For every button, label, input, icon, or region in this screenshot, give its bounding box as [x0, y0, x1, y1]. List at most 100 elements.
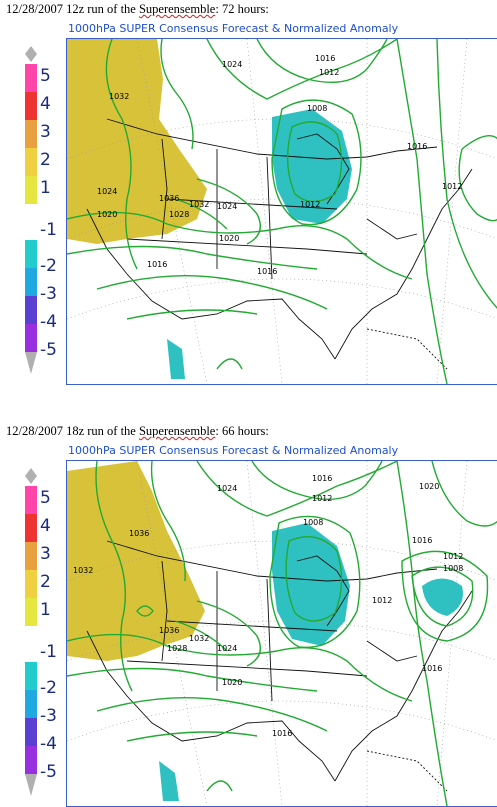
isobar-label: 1016: [147, 260, 167, 269]
panel1-caption-word: Superensemble: [138, 2, 216, 16]
panel1-caption-suffix: : 72 hours:: [215, 2, 269, 16]
isobar-label: 1024: [217, 202, 237, 211]
colorbar-label-5: 5: [40, 488, 51, 508]
panel1-map: 1032 1024 1016 1012 1008 1016 1012 1024 …: [66, 38, 497, 385]
isobar-label: 1016: [422, 664, 442, 673]
colorbar-label-m2: -2: [40, 678, 57, 698]
colorbar-label-m5: -5: [40, 340, 57, 360]
colorbar-label-m1: -1: [40, 642, 57, 662]
panel1-colorbar: 5 4 3 2 1 -1 -2 -3 -4 -5: [22, 40, 62, 380]
isobar-label: 1016: [407, 142, 427, 151]
colorbar-band-2: [25, 570, 37, 598]
isobar-label: 1016: [412, 536, 432, 545]
isobar-label: 1024: [222, 60, 242, 69]
colorbar-label-m4: -4: [40, 734, 57, 754]
isobar-label: 1032: [189, 200, 209, 209]
colorbar-label-m4: -4: [40, 312, 57, 332]
isobar-label: 1008: [307, 104, 327, 113]
colorbar-label-m1: -1: [40, 220, 57, 240]
colorbar-label-5: 5: [40, 66, 51, 86]
isobar-label: 1024: [217, 484, 237, 493]
colorbar-label-m5: -5: [40, 762, 57, 782]
isobar-label: 1036: [129, 529, 149, 538]
isobar-label: 1032: [189, 634, 209, 643]
negative-anomaly-atlantic: [422, 578, 463, 616]
negative-anomaly-baja: [167, 339, 185, 379]
panel2-map-graphic: 1036 1032 1024 1016 1012 1008 1020 1016 …: [67, 461, 497, 806]
isobar-label: 1028: [169, 210, 189, 219]
positive-anomaly-region: [67, 39, 207, 244]
colorbar-band-5: [25, 486, 37, 514]
colorbar-label-4: 4: [40, 516, 51, 536]
colorbar-band-4: [25, 514, 37, 542]
colorbar-label-1: 1: [40, 178, 51, 198]
panel2-caption-word: Superensemble: [138, 424, 216, 438]
isobar-label: 1016: [312, 474, 332, 483]
isobar-label: 1024: [97, 187, 117, 196]
isobar-label: 1008: [303, 518, 323, 527]
panel2-map-title: 1000hPa SUPER Consensus Forecast & Norma…: [68, 444, 399, 457]
panel1-map-title: 1000hPa SUPER Consensus Forecast & Norma…: [68, 22, 399, 35]
geography: [86, 540, 473, 792]
isobar-label: 1020: [222, 678, 242, 687]
colorbar-band-3: [25, 120, 37, 148]
positive-anomaly-region: [67, 461, 205, 661]
isobars: [67, 461, 497, 806]
colorbar-label-3: 3: [40, 122, 51, 142]
isobar-label: 1012: [372, 596, 392, 605]
colorbar-band-2: [25, 148, 37, 176]
colorbar-label-m3: -3: [40, 284, 57, 304]
colorbar-band-m2: [25, 268, 37, 296]
panel2-caption: 12/28/2007 18z run of the Superensemble:…: [6, 424, 269, 439]
panel2: 1000hPa SUPER Consensus Forecast & Norma…: [0, 440, 497, 807]
panel1-caption: 12/28/2007 12z run of the Superensemble:…: [6, 2, 269, 17]
panel2-colorbar: 5 4 3 2 1 -1 -2 -3 -4 -5: [22, 462, 62, 802]
colorbar-label-2: 2: [40, 572, 51, 592]
isobar-label: 1024: [217, 644, 237, 653]
graticule: [67, 461, 497, 806]
isobar-label: 1020: [419, 482, 439, 491]
colorbar-top-arrow: [25, 468, 37, 484]
colorbar-band-m4: [25, 324, 37, 352]
colorbar-label-m3: -3: [40, 706, 57, 726]
panel1: 1000hPa SUPER Consensus Forecast & Norma…: [0, 18, 497, 385]
isobar-label: 1008: [443, 564, 463, 573]
isobar-label: 1012: [442, 182, 462, 191]
colorbar-band-neutral: [25, 626, 37, 662]
isobars: [67, 39, 497, 384]
colorbar-band-4: [25, 92, 37, 120]
panel1-caption-prefix: 12/28/2007 12z run of the: [6, 2, 139, 16]
panel2-colorbar-graphic: [25, 468, 37, 796]
panel2-map: 1036 1032 1024 1016 1012 1008 1020 1016 …: [66, 460, 497, 807]
panel2-caption-suffix: : 66 hours:: [215, 424, 269, 438]
isobar-label: 1012: [300, 200, 320, 209]
isobar-label: 1032: [73, 566, 93, 575]
colorbar-band-m3: [25, 718, 37, 746]
colorbar-label-1: 1: [40, 600, 51, 620]
colorbar-top-arrow: [25, 46, 37, 62]
isobar-label: 1036: [159, 194, 179, 203]
isobar-label: 1016: [315, 54, 335, 63]
geography: [86, 118, 473, 370]
colorbar-band-1: [25, 598, 37, 626]
colorbar-band-1: [25, 176, 37, 204]
isobar-label: 1016: [272, 729, 292, 738]
colorbar-label-2: 2: [40, 150, 51, 170]
isobar-label: 1020: [219, 234, 239, 243]
colorbar-band-m1: [25, 662, 37, 690]
graticule: [67, 39, 497, 384]
colorbar-label-4: 4: [40, 94, 51, 114]
isobar-label: 1028: [167, 644, 187, 653]
colorbar-band-m2: [25, 690, 37, 718]
panel1-colorbar-graphic: [25, 46, 37, 374]
panel1-map-graphic: 1032 1024 1016 1012 1008 1016 1012 1024 …: [67, 39, 497, 384]
isobar-label: 1012: [443, 552, 463, 561]
colorbar-band-neutral: [25, 204, 37, 240]
isobar-label: 1036: [159, 626, 179, 635]
colorbar-label-3: 3: [40, 544, 51, 564]
panel2-caption-prefix: 12/28/2007 18z run of the: [6, 424, 139, 438]
colorbar-band-m3: [25, 296, 37, 324]
isobar-label: 1020: [97, 210, 117, 219]
isobar-label: 1016: [257, 267, 277, 276]
colorbar-band-m1: [25, 240, 37, 268]
